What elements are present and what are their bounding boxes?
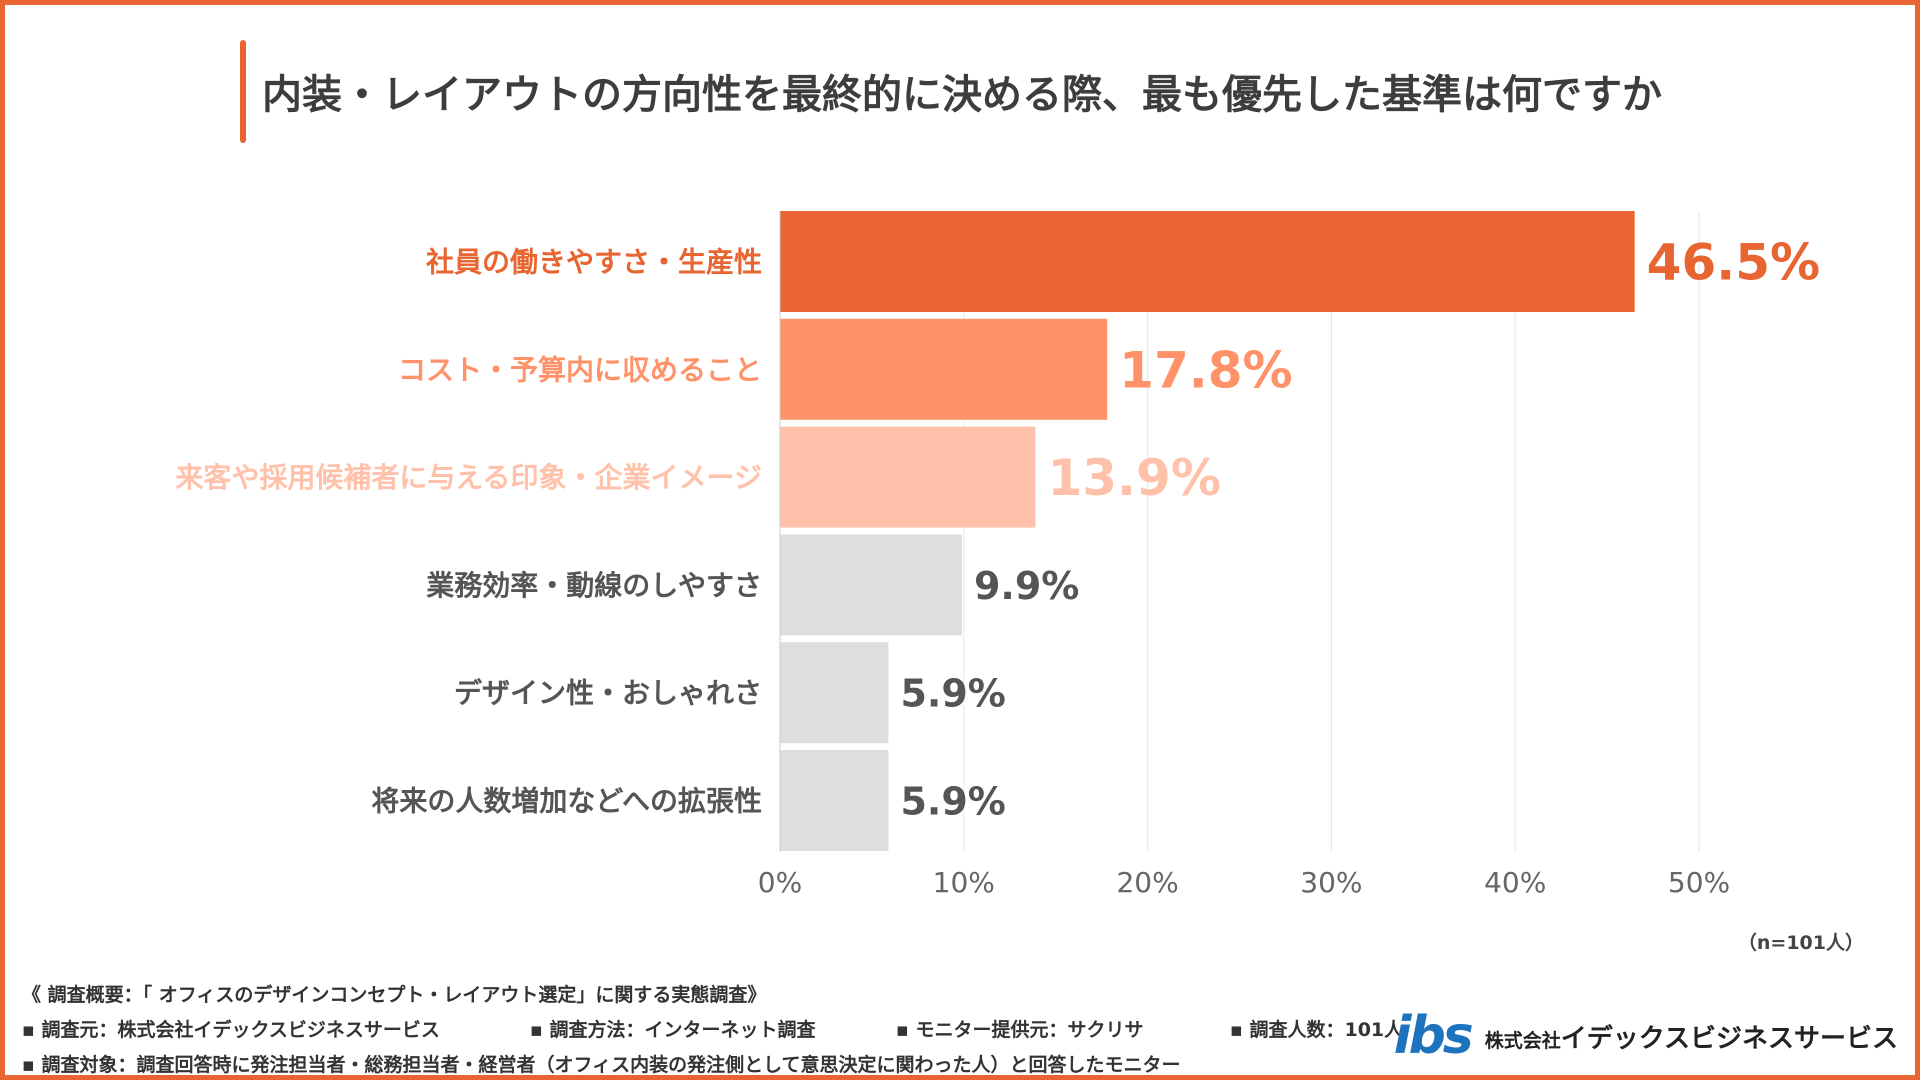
value-label-0: 46.5%	[1647, 234, 1820, 292]
x-tick-label-2: 20%	[1116, 866, 1178, 899]
bar-2	[780, 426, 1036, 528]
x-tick-label-1: 10%	[933, 866, 995, 899]
chart-title: 内装・レイアウトの方向性を最終的に決める際、最も優先した基準は何ですか	[262, 72, 1662, 118]
bar-0	[780, 211, 1635, 312]
notes-overview: 《 調査概要：「 オフィスのデザインコンセプト・レイアウト選定」に関する実態調査…	[22, 984, 767, 1006]
notes-provider: ▪ モニター提供元：サクリサ	[896, 1019, 1144, 1041]
category-label-4: デザイン性・おしゃれさ	[454, 677, 762, 710]
notes-source: ▪ 調査元：株式会社イデックスビジネスサービス	[22, 1019, 440, 1041]
bar-5	[780, 750, 889, 851]
category-label-1: コスト・予算内に収めること	[398, 353, 762, 386]
bar-4	[780, 642, 889, 744]
value-label-1: 17.8%	[1119, 341, 1292, 399]
notes-method: ▪ 調査方法：インターネット調査	[530, 1019, 816, 1041]
bar-chart: 社員の働きやすさ・生産性 46.5% コスト・予算内に収めること 17.8% 来客や採用…	[175, 211, 1820, 899]
bar-1	[780, 318, 1108, 420]
value-label-5: 5.9%	[900, 780, 1005, 824]
notes-count: ▪ 調査人数：101人	[1230, 1019, 1404, 1041]
value-label-2: 13.9%	[1047, 449, 1220, 507]
x-tick-label-3: 30%	[1300, 866, 1362, 899]
category-label-3: 業務効率・動線のしやすさ	[426, 569, 762, 602]
notes-target: ▪ 調査対象：調査回答時に発注担当者・総務担当者・経営者（オフィス内装の発注側と…	[22, 1054, 1181, 1076]
company-logo: ibs 株式会社イデックスビジネスサービス	[1394, 1010, 1898, 1062]
x-tick-label-0: 0%	[758, 866, 802, 899]
category-label-2: 来客や採用候補者に与える印象・企業イメージ	[175, 461, 762, 494]
value-label-3: 9.9%	[974, 564, 1079, 608]
x-tick-label-5: 50%	[1668, 866, 1730, 899]
bar-3	[780, 534, 962, 636]
company-name: 株式会社イデックスビジネスサービス	[1485, 1018, 1898, 1055]
x-tick-label-4: 40%	[1484, 866, 1546, 899]
value-label-4: 5.9%	[900, 672, 1005, 716]
title-accent-bar	[240, 40, 246, 143]
company-name-prefix: 株式会社	[1484, 1029, 1561, 1052]
ibs-logo-mark: ibs	[1393, 1006, 1474, 1066]
sample-size-note: （n=101人）	[1737, 932, 1864, 954]
notes-details-row: ▪ 調査元：株式会社イデックスビジネスサービス ▪ 調査方法：インターネット調査 ▪…	[22, 1013, 1403, 1048]
company-name-main: イデックスビジネスサービス	[1560, 1023, 1898, 1054]
category-label-0: 社員の働きやすさ・生産性	[426, 246, 762, 279]
category-label-5: 将来の人数増加などへの拡張性	[371, 785, 762, 818]
survey-notes: 《 調査概要：「 オフィスのデザインコンセプト・レイアウト選定」に関する実態調査…	[22, 978, 1403, 1083]
